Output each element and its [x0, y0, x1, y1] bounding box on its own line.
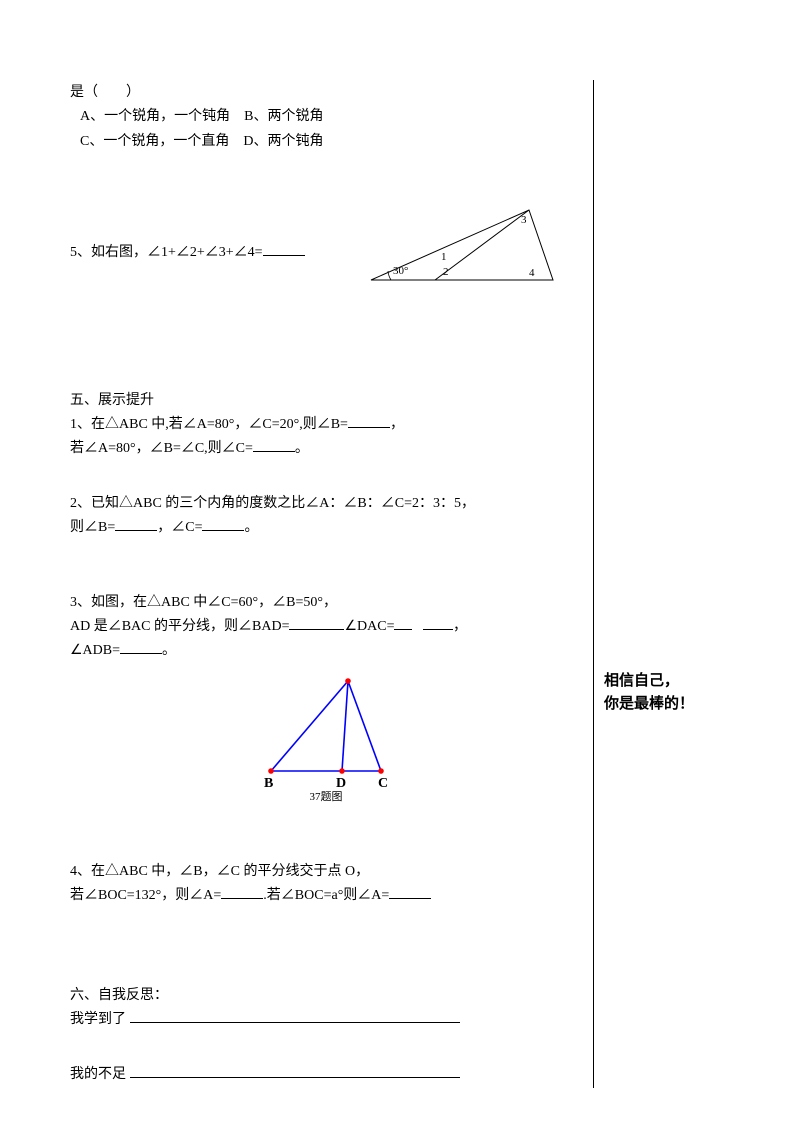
- triangle-q3-svg: A B D C 37题图: [236, 671, 416, 803]
- s5-p4b-t2: .若∠BOC=a°则∠A=: [263, 888, 389, 903]
- s5-p3c: ∠ADB= 。: [70, 640, 581, 662]
- s5-p1b-text2: 。: [295, 441, 309, 456]
- s6-l1-text: 我学到了: [70, 1012, 126, 1027]
- s5-p3b-t2: ∠DAC=: [344, 619, 394, 634]
- s5-p4b-blank2: [389, 885, 431, 899]
- left-column: 是（ ） A、一个锐角，一个钝角 B、两个锐角 C、一个锐角，一个直角 D、两个…: [70, 80, 594, 1088]
- section5-title: 五、展示提升: [70, 390, 581, 412]
- s5-p3c-t2: 。: [162, 643, 176, 658]
- s6-l2-blank: [130, 1064, 460, 1078]
- option-row-1: A、一个锐角，一个钝角 B、两个锐角: [80, 106, 581, 128]
- q3-edge-ba: [271, 681, 348, 771]
- s5-p4b-t1: 若∠BOC=132°，则∠A=: [70, 888, 221, 903]
- s5-p3b-t1: AD 是∠BAC 的平分线，则∠BAD=: [70, 619, 289, 634]
- s6-l2-text: 我的不足: [70, 1067, 126, 1082]
- s5-p2b-blank1: [115, 517, 157, 531]
- s5-p3b-t3: ，: [453, 619, 467, 634]
- q3-edge-ca: [348, 681, 381, 771]
- q3-label-d: D: [336, 776, 346, 791]
- s6-l2: 我的不足: [70, 1064, 581, 1086]
- s5-p1a-text: 1、在△ABC 中,若∠A=80°，∠C=20°,则∠B=: [70, 417, 348, 432]
- q3-vertex-c: [378, 768, 384, 774]
- s5-p3a: 3、如图，在△ABC 中∠C=60°，∠B=50°，: [70, 592, 581, 614]
- s5-p3b: AD 是∠BAC 的平分线，则∠BAD= ∠DAC= ，: [70, 616, 581, 638]
- opt-b: B、两个锐角: [244, 109, 323, 124]
- q3-figure: A B D C 37题图: [70, 671, 581, 811]
- q5-label-30: 30°: [393, 265, 408, 277]
- s5-p2b-t2: ，∠C=: [157, 520, 202, 535]
- page-container: 是（ ） A、一个锐角，一个钝角 B、两个锐角 C、一个锐角，一个直角 D、两个…: [0, 0, 794, 1148]
- q5-wrap: 5、如右图，∠1+∠2+∠3+∠4= 30° 1 2 3 4: [70, 242, 581, 264]
- encouragement-line2: 你是最棒的！: [604, 693, 724, 716]
- q5-label-3: 3: [521, 214, 527, 226]
- encouragement-line1: 相信自己，: [604, 670, 724, 693]
- opt-d: D、两个钝角: [243, 134, 323, 149]
- triangle-q5-svg: 30° 1 2 3 4: [361, 202, 571, 294]
- q3-caption: 37题图: [309, 790, 342, 803]
- q3-label-b: B: [264, 776, 273, 791]
- s5-p4b-blank1: [221, 885, 263, 899]
- q5-label-4: 4: [529, 267, 535, 279]
- s5-p4b: 若∠BOC=132°，则∠A= .若∠BOC=a°则∠A=: [70, 885, 581, 907]
- right-column: 相信自己， 你是最棒的！: [594, 80, 724, 1088]
- q3-vertex-a: [345, 678, 351, 684]
- q5-figure: 30° 1 2 3 4: [361, 202, 571, 302]
- q5-label-2: 2: [443, 266, 449, 278]
- s5-p1b-text1: 若∠A=80°，∠B=∠C,则∠C=: [70, 441, 253, 456]
- q5-label: 5、如右图，∠1+∠2+∠3+∠4=: [70, 245, 263, 260]
- s5-p3b-blank1: [289, 616, 344, 630]
- s5-p4a: 4、在△ABC 中，∠B，∠C 的平分线交于点 O，: [70, 861, 581, 883]
- q3-label-a: A: [342, 671, 353, 675]
- s5-p1b: 若∠A=80°，∠B=∠C,则∠C= 。: [70, 438, 581, 460]
- section6-title: 六、自我反思：: [70, 985, 581, 1007]
- s5-p3b-blank3: [423, 616, 453, 630]
- s5-p2b-blank2: [202, 517, 244, 531]
- s6-l1-blank: [130, 1009, 460, 1023]
- opt-a: A、一个锐角，一个钝角: [80, 109, 230, 124]
- s6-l1: 我学到了: [70, 1009, 581, 1031]
- s5-p2a: 2、已知△ABC 的三个内角的度数之比∠A：∠B：∠C=2：3：5，: [70, 493, 581, 515]
- s5-p2b: 则∠B= ，∠C= 。: [70, 517, 581, 539]
- s5-p1b-blank: [253, 438, 295, 452]
- s5-p2b-t3: 。: [244, 520, 258, 535]
- encouragement-message: 相信自己， 你是最棒的！: [604, 670, 724, 715]
- q5-blank: [263, 242, 305, 256]
- s5-p1a-comma: ，: [390, 417, 404, 432]
- s5-p3c-t1: ∠ADB=: [70, 643, 120, 658]
- q5-label-1: 1: [441, 251, 447, 263]
- opt-c: C、一个锐角，一个直角: [80, 134, 229, 149]
- q3-label-c: C: [378, 776, 388, 791]
- s5-p2b-t1: 则∠B=: [70, 520, 115, 535]
- s5-p3c-blank: [120, 640, 162, 654]
- q3-vertex-b: [268, 768, 274, 774]
- intro-line: 是（ ）: [70, 82, 581, 104]
- s5-p3b-blank2: [394, 616, 412, 630]
- s5-p1a-blank: [348, 414, 390, 428]
- option-row-2: C、一个锐角，一个直角 D、两个钝角: [80, 131, 581, 153]
- q3-edge-ad: [342, 681, 348, 771]
- s5-p1a: 1、在△ABC 中,若∠A=80°，∠C=20°,则∠B= ，: [70, 414, 581, 436]
- q3-vertex-d: [339, 768, 345, 774]
